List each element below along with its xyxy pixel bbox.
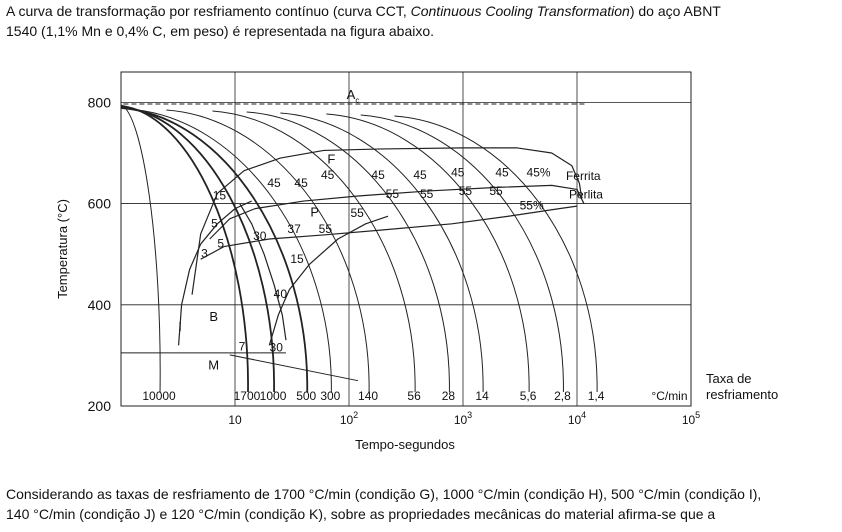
- cooling-curve-10000: [120, 104, 161, 393]
- question-line-2: 140 °C/min (condição J) e 120 °C/min (co…: [6, 506, 716, 522]
- phase-name-perlita: Perlita: [569, 187, 603, 201]
- x-tick-exponent: 4: [581, 410, 586, 420]
- cooling-rate-label-8: 14: [475, 389, 489, 403]
- cooling-curves: [120, 104, 598, 393]
- cooling-rate-label-0: 10000: [142, 389, 176, 403]
- phase-value-1: 5: [211, 216, 218, 230]
- phase-value-7: 45: [371, 168, 385, 182]
- transformation-bands: [121, 147, 585, 382]
- phase-value-5: 45: [294, 176, 308, 190]
- cooling-curve-1700: [120, 105, 249, 393]
- region-label-i: I: [178, 319, 182, 334]
- cooling-curve-1-4: [394, 115, 598, 393]
- y-tick-label-0: 200: [88, 398, 112, 414]
- region-label-b: B: [209, 309, 218, 324]
- phase-name-ferrita: Ferrita: [566, 169, 601, 183]
- x-tick-label-0: 10: [228, 413, 242, 427]
- cooling-rate-label-10: 2,8: [554, 389, 571, 403]
- cooling-rate-label-5: 140: [358, 389, 378, 403]
- phase-value-8: 45: [413, 168, 427, 182]
- x-tick-label-2: 103: [454, 410, 472, 427]
- ferrite-start-curve: [191, 147, 583, 295]
- rates-axis-label-line-2: resfriamento: [706, 387, 778, 402]
- phase-value-4: 45: [267, 176, 281, 190]
- transformation-inner-curve: [239, 203, 287, 341]
- question-line-1: Considerando as taxas de resfriamento de…: [6, 486, 762, 502]
- cooling-rate-label-7: 28: [442, 389, 456, 403]
- phase-value-13: 55: [420, 187, 434, 201]
- phase-value-2: 5: [217, 237, 224, 251]
- phase-value-17: 55: [351, 206, 365, 220]
- rates-axis-label-line-1: Taxa de: [706, 371, 752, 386]
- cooling-curve-300: [128, 108, 332, 393]
- x-axis-label: Tempo-segundos: [355, 437, 455, 452]
- x-tick-label-1: 102: [340, 410, 358, 427]
- phase-value-15: 55: [489, 184, 503, 198]
- cooling-curve-56: [212, 110, 416, 393]
- cooling-curve-28: [246, 111, 450, 393]
- cooling-rate-unit: °C/min: [651, 389, 687, 403]
- intro-italic-term: Continuous Cooling Transformation: [410, 3, 630, 19]
- phase-value-24: 30: [270, 340, 284, 354]
- cooling-rate-label-4: 300: [320, 389, 340, 403]
- cooling-curve-140: [166, 109, 370, 393]
- intro-line-2: 1540 (1,1% Mn e 0,4% C, em peso) é repre…: [6, 23, 435, 39]
- diagram-labels: 200 400 600 800 10 102 103 104 105 Tempo-segundos…: [55, 87, 778, 452]
- cooling-curve-500: [120, 107, 309, 393]
- y-tick-label-3: 800: [88, 94, 112, 110]
- phase-value-0: 15: [213, 188, 227, 202]
- bainite-start-curve: [177, 200, 252, 346]
- phase-value-10: 45: [495, 166, 509, 180]
- region-label-m: M: [208, 358, 219, 373]
- cooling-curve-14: [280, 112, 484, 393]
- intro-paragraph: A curva de transformação por resfriament…: [6, 1, 721, 41]
- cct-diagram: 200 400 600 800 10 102 103 104 105 Tempo-segundos…: [55, 71, 778, 452]
- phase-value-22: 40: [274, 287, 288, 301]
- phase-value-19: 30: [253, 229, 267, 243]
- region-label-f: F: [327, 152, 335, 167]
- phase-value-9: 45: [451, 166, 465, 180]
- cooling-rate-label-9: 5,6: [520, 389, 537, 403]
- phase-value-3: 3: [201, 247, 208, 261]
- cooling-rate-label-1: 1700: [234, 389, 261, 403]
- cooling-curve-1000: [120, 106, 275, 393]
- phase-value-12: 55: [386, 187, 400, 201]
- cooling-rate-label-3: 500: [296, 389, 316, 403]
- phase-value-6: 45: [321, 168, 335, 182]
- phase-value-21: 15: [290, 252, 304, 266]
- phase-value-16: 55%: [520, 199, 544, 213]
- question-paragraph: Considerando as taxas de resfriamento de…: [6, 484, 761, 524]
- x-tick-exponent: 5: [695, 410, 700, 420]
- cooling-curve-5-6: [326, 113, 530, 393]
- cooling-rate-label-2: 1000: [260, 389, 287, 403]
- x-tick-label-3: 104: [568, 410, 586, 427]
- phase-value-20: 37: [287, 222, 301, 236]
- ac-subscript: c: [355, 96, 359, 105]
- y-tick-label-1: 400: [88, 297, 112, 313]
- phase-value-14: 55: [459, 184, 473, 198]
- cooling-curve-2-8: [360, 114, 564, 393]
- cooling-rate-label-11: 1,4: [588, 389, 605, 403]
- phase-value-23: 7: [239, 339, 246, 353]
- x-tick-label-4: 105: [682, 410, 700, 427]
- plot-frame: [120, 71, 692, 407]
- x-tick-exponent: 3: [467, 410, 472, 420]
- bainite-finish-curve: [268, 215, 389, 346]
- phase-value-11: 45%: [527, 166, 551, 180]
- y-tick-label-2: 600: [88, 196, 112, 212]
- martensite-boundary: [229, 354, 359, 382]
- pearlite-finish-curve: [200, 205, 578, 260]
- phase-value-18: 55: [319, 222, 333, 236]
- region-label-p: P: [310, 205, 319, 220]
- x-tick-exponent: 2: [353, 410, 358, 420]
- pearlite-start-curve: [209, 184, 585, 240]
- cooling-rate-label-6: 56: [407, 389, 421, 403]
- intro-line-1: A curva de transformação por resfriament…: [6, 3, 721, 19]
- plot-grid: [120, 71, 692, 407]
- y-axis-label: Temperatura (°C): [55, 199, 70, 299]
